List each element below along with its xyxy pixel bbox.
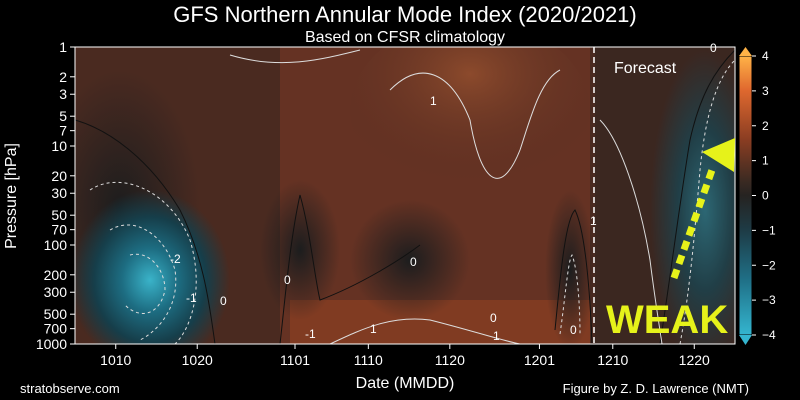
colorbar-tick-label: 1 — [762, 154, 769, 168]
contour-label: 0 — [490, 311, 497, 325]
credit-right: Figure by Z. D. Lawrence (NMT) — [563, 381, 749, 396]
x-tick-label: 1201 — [524, 352, 555, 368]
contour-label: 0 — [570, 323, 577, 337]
y-tick-label: 7 — [59, 123, 67, 139]
y-tick-label: 1 — [59, 39, 67, 55]
field-negative-left — [75, 190, 230, 344]
contour-label: 1 — [493, 329, 500, 343]
field-warm-core — [350, 47, 590, 200]
x-tick-label: 1110 — [354, 352, 383, 368]
contour-line — [329, 318, 521, 344]
contours — [75, 49, 735, 344]
y-tick-label: 5 — [59, 108, 67, 124]
y-tick-label: 100 — [44, 237, 68, 253]
contour-line — [554, 209, 593, 344]
contour-label: 0 — [710, 41, 717, 55]
plot-area — [75, 47, 735, 344]
colorbar-tick-label: −2 — [762, 258, 776, 272]
contour-line — [659, 49, 735, 344]
contour-label: 1 — [370, 322, 377, 336]
colorbar-top-cap — [739, 47, 752, 56]
contour-line — [389, 69, 561, 179]
weak-arrow-head — [702, 138, 735, 172]
y-tick-label: 300 — [44, 284, 68, 300]
contour-label: -1 — [305, 327, 316, 341]
contour-line — [279, 194, 421, 344]
x-tick-label: 1020 — [182, 352, 213, 368]
contour-line — [124, 253, 166, 314]
contour-label: 0 — [284, 273, 291, 287]
x-axis-label: Date (MMDD) — [356, 375, 455, 392]
y-tick-label: 700 — [44, 321, 68, 337]
contour-line — [599, 119, 663, 344]
weak-label: WEAK — [606, 298, 728, 342]
y-tick-label: 20 — [51, 168, 67, 184]
contour-label: 1 — [430, 94, 437, 108]
forecast-label: Forecast — [614, 60, 677, 77]
chart-subtitle: Based on CFSR climatology — [305, 29, 505, 46]
x-tick-label: 1210 — [597, 352, 628, 368]
field-neutral-mid — [260, 180, 340, 320]
x-tick-label: 1120 — [435, 352, 465, 368]
contour-label: 0 — [410, 255, 417, 269]
y-tick-label: 200 — [44, 267, 68, 283]
y-axis-label: Pressure [hPa] — [3, 143, 20, 249]
contour-labels: -2 -1 0 0 0 1 1 1 -1 0 1 0 0 — [170, 41, 717, 343]
x-tick-label: 1220 — [679, 352, 710, 368]
chart-title: GFS Northern Annular Mode Index (2020/20… — [173, 2, 637, 27]
colorbar-body — [738, 55, 753, 336]
y-tick-label: 30 — [51, 185, 67, 201]
contour-line — [75, 119, 216, 344]
colorbar-tick-label: −4 — [762, 328, 776, 342]
y-tick-label: 3 — [59, 86, 67, 102]
field-forecast-dark — [595, 47, 735, 344]
y-tick-label: 70 — [51, 222, 67, 238]
y-tick-label: 500 — [44, 306, 68, 322]
field-neutral-mid2 — [350, 200, 470, 320]
y-tick-label: 2 — [59, 69, 67, 85]
weak-annotation: WEAK — [606, 138, 735, 342]
colorbar-tick-label: 3 — [762, 84, 769, 98]
colorbar-ticks: 4 3 2 1 0 −1 −2 −3 −4 — [752, 49, 776, 342]
contour-line — [679, 59, 735, 344]
y-tick-label: 1000 — [36, 336, 67, 352]
contour-line — [229, 49, 361, 64]
colorbar-bottom-cap — [739, 335, 752, 345]
y-tick-label: 10 — [51, 138, 67, 154]
contour-line — [89, 181, 197, 344]
x-tick-label: 1101 — [280, 352, 310, 368]
y-tick-label: 50 — [51, 207, 67, 223]
contour-label: 1 — [590, 214, 597, 228]
contour-label: 0 — [220, 294, 227, 308]
colorbar-tick-label: 2 — [762, 119, 769, 133]
colorbar-tick-label: −1 — [762, 223, 776, 237]
x-tick-label: 1010 — [100, 352, 131, 368]
contour-label: -2 — [170, 252, 181, 266]
plot-frame — [74, 46, 736, 345]
contour-label: -1 — [186, 291, 197, 305]
colorbar-tick-label: −3 — [762, 293, 776, 307]
colorbar: 4 3 2 1 0 −1 −2 −3 −4 — [738, 47, 776, 345]
credit-left: stratobserve.com — [20, 381, 120, 396]
contour-line — [559, 254, 581, 335]
colorbar-tick-label: 0 — [762, 189, 769, 203]
x-axis: 1010 1020 1101 1110 1120 1201 1210 1220 — [100, 344, 710, 368]
weak-arrow-shaft — [670, 168, 716, 280]
colorbar-tick-label: 4 — [762, 49, 769, 63]
